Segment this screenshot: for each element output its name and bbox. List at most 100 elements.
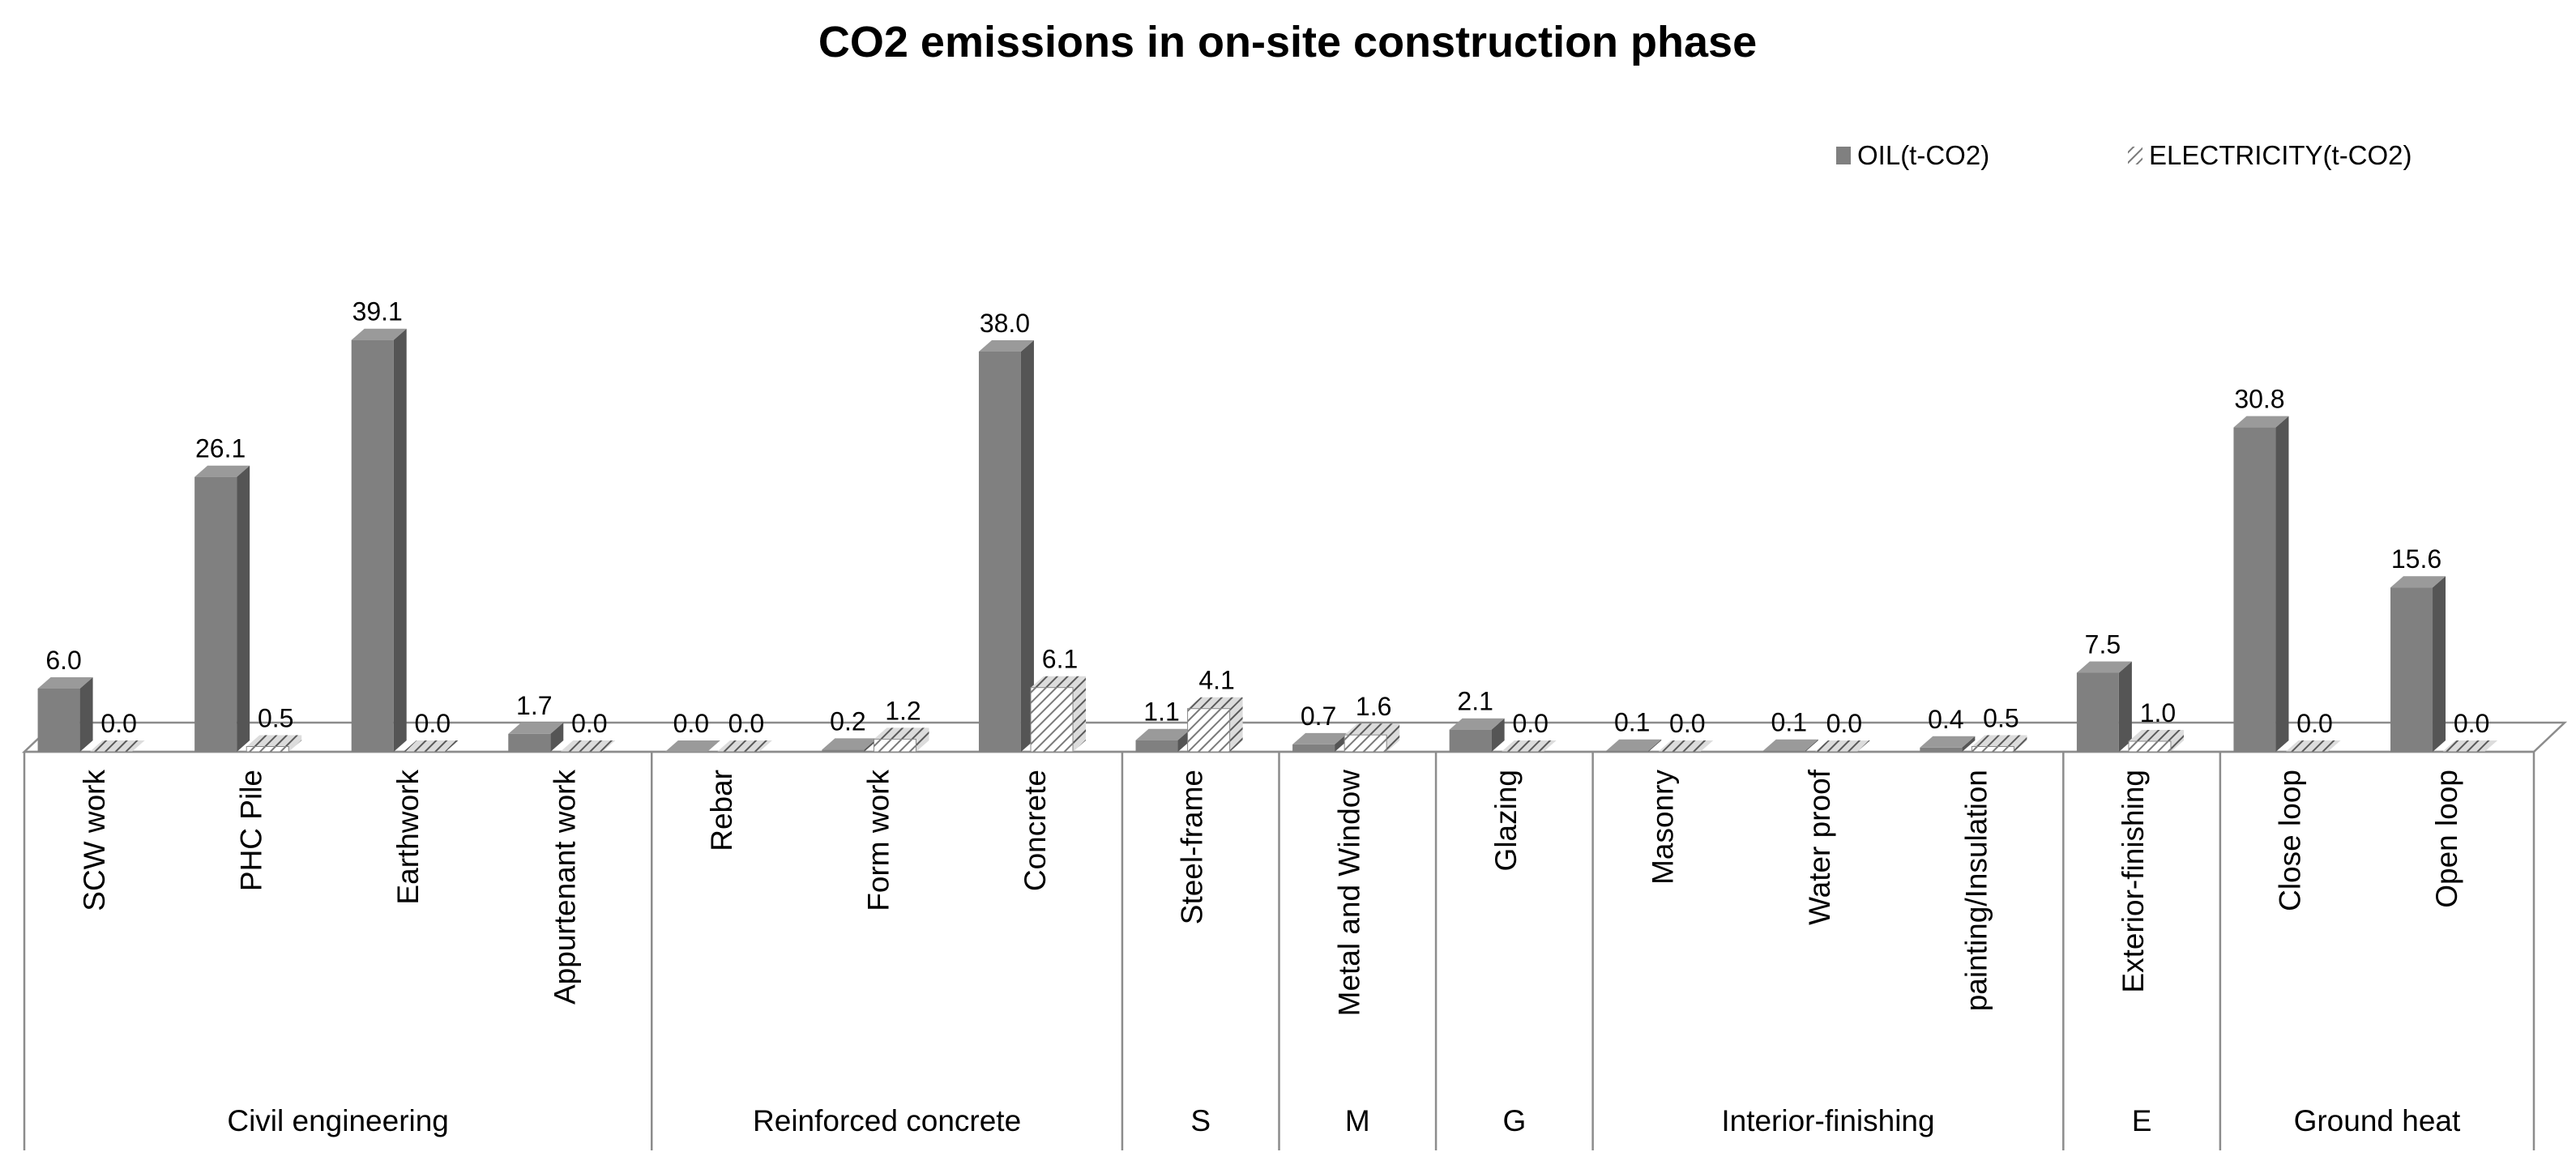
bar-oil-3	[351, 328, 407, 752]
bar-oil-14-top	[2076, 661, 2132, 673]
bar-oil-5	[664, 740, 720, 753]
data-label-oil-9: 0.7	[1301, 702, 1336, 731]
legend-swatch-electricity	[2128, 147, 2142, 164]
bar-electricity-6	[873, 727, 929, 753]
bar-oil-13-top	[1920, 736, 1976, 748]
bar-electricity-8-front	[1187, 708, 1231, 753]
group-label-8: Ground heat	[2294, 1104, 2461, 1137]
legend-label-oil: OIL(t-CO2)	[1857, 140, 1989, 170]
bar-oil-4-top	[508, 722, 564, 734]
bar-electricity-2-side	[288, 735, 302, 752]
bar-oil-12-front	[1762, 750, 1805, 752]
bar-oil-16	[2390, 576, 2446, 752]
data-label-oil-5: 0.0	[673, 709, 709, 738]
bar-oil-11-side	[1648, 739, 1662, 752]
category-label-9: Metal and Window	[1332, 770, 1365, 1017]
bar-oil-16-side	[2433, 576, 2446, 752]
data-label-oil-10: 2.1	[1457, 687, 1493, 716]
bar-electricity-16	[2441, 740, 2498, 753]
bar-oil-13-front	[1920, 747, 1963, 752]
bar-oil-15-side	[2275, 416, 2289, 752]
bar-electricity-11	[1657, 740, 1714, 753]
bar-electricity-16-top	[2442, 740, 2498, 752]
data-label-electricity-1: 0.0	[100, 709, 136, 738]
bar-electricity-15-top	[2285, 740, 2341, 752]
data-label-electricity-8: 4.1	[1198, 666, 1234, 695]
bar-oil-7-side	[1020, 340, 1034, 752]
group-label-1: Civil engineering	[227, 1104, 449, 1137]
bar-electricity-9	[1344, 723, 1400, 753]
bar-oil-15-front	[2233, 427, 2276, 752]
bar-oil-3-side	[393, 328, 407, 752]
group-label-4: M	[1345, 1104, 1370, 1137]
data-label-oil-11: 0.1	[1614, 708, 1650, 737]
data-label-electricity-12: 0.0	[1826, 709, 1862, 738]
data-label-oil-7: 38.0	[980, 309, 1030, 338]
bar-oil-10	[1449, 718, 1505, 752]
bar-oil-2-top	[194, 465, 250, 477]
category-label-6: Form work	[862, 770, 895, 911]
bar-electricity-5-top	[716, 740, 772, 752]
data-label-oil-4: 1.7	[516, 691, 552, 720]
bar-electricity-4	[559, 740, 616, 753]
category-label-15: Close loop	[2274, 770, 2307, 911]
bar-oil-13	[1920, 736, 1976, 752]
bar-electricity-7	[1030, 676, 1087, 753]
bar-electricity-1	[89, 740, 145, 753]
bar-oil-9-top	[1292, 732, 1348, 744]
category-label-8: Steel-frame	[1176, 770, 1209, 924]
data-label-electricity-10: 0.0	[1512, 709, 1548, 738]
bar-oil-14-side	[2118, 661, 2132, 752]
bar-electricity-6-front	[873, 738, 916, 753]
bar-oil-12-side	[1805, 739, 1818, 752]
bar-electricity-7-side	[1073, 676, 1087, 752]
bar-oil-1-top	[37, 677, 93, 689]
bar-electricity-3	[403, 740, 459, 753]
bar-electricity-6-top	[874, 727, 929, 740]
category-label-7: Concrete	[1019, 770, 1052, 891]
bar-electricity-14-front	[2128, 740, 2172, 753]
bar-electricity-10-top	[1501, 740, 1557, 752]
bar-electricity-8	[1187, 697, 1243, 753]
data-label-electricity-6: 1.2	[885, 696, 921, 725]
data-label-oil-3: 39.1	[352, 297, 403, 326]
legend: OIL(t-CO2) ELECTRICITY(t-CO2)	[1836, 140, 2412, 170]
data-label-electricity-2: 0.5	[258, 704, 293, 733]
bar-oil-6-top	[822, 738, 878, 750]
bars	[37, 328, 2498, 753]
bar-oil-16-top	[2390, 576, 2446, 588]
bar-electricity-2	[246, 735, 302, 753]
bar-electricity-15	[2285, 740, 2341, 753]
bar-oil-10-top	[1449, 718, 1505, 730]
bar-oil-2-front	[194, 476, 237, 752]
bar-oil-14	[2076, 661, 2132, 752]
bar-oil-11	[1606, 739, 1662, 752]
bar-oil-6-front	[822, 749, 865, 752]
bar-electricity-14	[2128, 730, 2184, 753]
category-label-5: Rebar	[705, 770, 738, 851]
data-label-oil-8: 1.1	[1143, 698, 1179, 727]
data-label-electricity-15: 0.0	[2296, 709, 2332, 738]
bar-electricity-9-top	[1344, 723, 1400, 736]
category-label-16: Open loop	[2430, 770, 2463, 908]
bar-electricity-7-front	[1030, 687, 1074, 753]
data-label-oil-6: 0.2	[830, 706, 865, 736]
group-label-2: Reinforced concrete	[753, 1104, 1021, 1137]
bar-oil-12-top	[1762, 739, 1818, 751]
axis-labels: SCW work PHC Pile Earthwork Appurtenant wor…	[23, 752, 2535, 1150]
bar-oil-1-side	[79, 677, 93, 752]
data-label-electricity-9: 1.6	[1356, 692, 1391, 721]
bar-electricity-12-top	[1814, 740, 1870, 752]
chart-title: CO2 emissions in on-site construction ph…	[818, 18, 1757, 66]
bar-oil-1	[37, 677, 93, 752]
data-label-electricity-13: 0.5	[1983, 704, 2019, 733]
bar-electricity-12	[1814, 740, 1870, 753]
bar-electricity-3-top	[403, 740, 459, 752]
category-label-1: SCW work	[78, 770, 111, 911]
data-label-electricity-5: 0.0	[728, 709, 764, 738]
bar-oil-1-front	[37, 689, 80, 752]
bar-electricity-6-side	[916, 727, 929, 752]
bar-electricity-10	[1501, 740, 1557, 753]
bar-electricity-13	[1971, 735, 2027, 753]
